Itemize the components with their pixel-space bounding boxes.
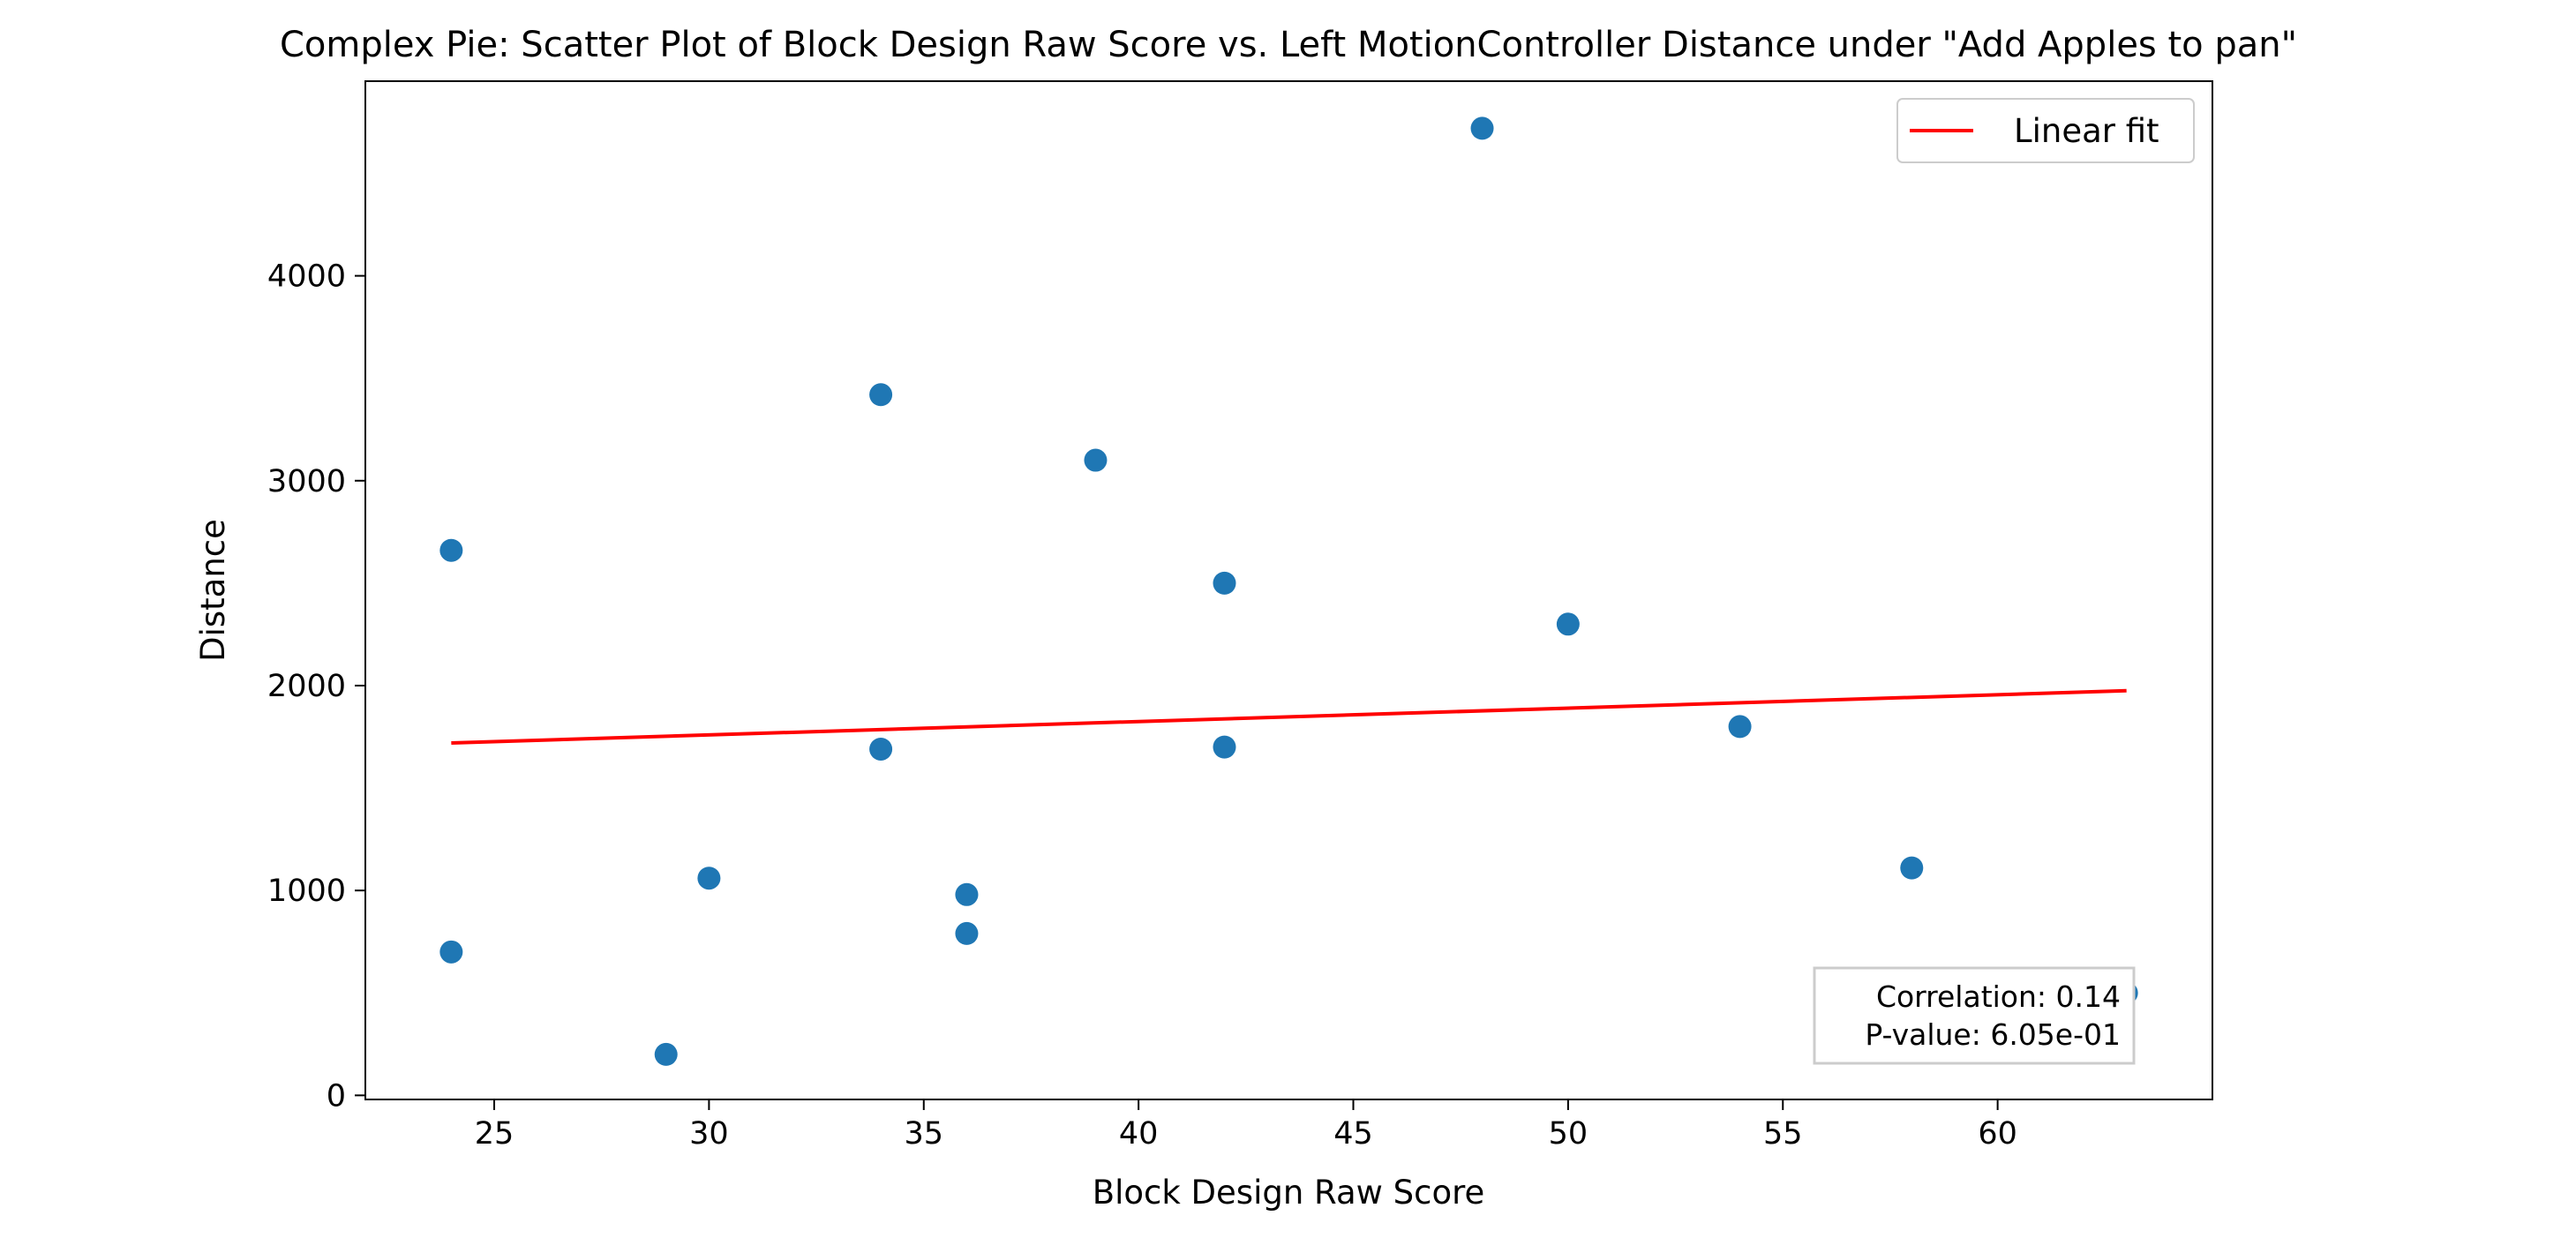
y-tick-label: 4000 xyxy=(267,259,346,295)
stats-annotation-box xyxy=(1813,966,2136,1065)
scatter-point xyxy=(955,921,979,945)
y-tick-label: 2000 xyxy=(267,669,346,704)
x-tick-label: 40 xyxy=(1119,1116,1159,1152)
x-tick-label: 50 xyxy=(1549,1116,1588,1152)
chart-title: Complex Pie: Scatter Plot of Block Desig… xyxy=(280,25,2297,65)
scatter-point xyxy=(1900,856,1924,880)
x-tick-label: 35 xyxy=(904,1116,943,1152)
scatter-point xyxy=(439,538,463,562)
linear-fit-line xyxy=(451,688,2127,745)
scatter-point xyxy=(869,737,893,761)
scatter-point xyxy=(439,940,463,964)
x-tick-label: 60 xyxy=(1978,1116,2017,1152)
fit-line-layer xyxy=(451,688,2127,745)
legend: Linear fit xyxy=(1896,98,2195,163)
y-tick-label: 3000 xyxy=(267,464,346,499)
stats-correlation: Correlation: 0.14 xyxy=(1876,979,2121,1014)
stats-annotation: Correlation: 0.14 P-value: 6.05e-01 xyxy=(1813,966,2136,1065)
scatter-point xyxy=(1728,715,1752,739)
scatter-points-layer xyxy=(439,116,2138,1066)
scatter-point xyxy=(1213,571,1236,595)
stats-p-value: P-value: 6.05e-01 xyxy=(1865,1017,2121,1052)
x-tick-label: 45 xyxy=(1333,1116,1373,1152)
scatter-point xyxy=(654,1042,678,1066)
scatter-point xyxy=(1556,612,1580,636)
scatter-point xyxy=(955,882,979,906)
y-axis-label: Distance xyxy=(194,519,232,662)
scatter-point xyxy=(1470,116,1494,140)
y-tick-label: 0 xyxy=(327,1078,346,1114)
scatter-point xyxy=(1213,735,1236,759)
x-tick-label: 55 xyxy=(1763,1116,1803,1152)
y-tick-label: 1000 xyxy=(267,874,346,909)
scatter-point xyxy=(697,867,721,890)
plot-area xyxy=(364,80,2213,1100)
x-tick-label: 30 xyxy=(689,1116,729,1152)
scatter-point xyxy=(1084,448,1108,472)
x-axis-label: Block Design Raw Score xyxy=(1093,1174,1485,1212)
legend-box xyxy=(1896,98,2195,163)
y-axis-ticks: 0 1000 2000 3000 4000 xyxy=(267,259,365,1114)
scatter-point xyxy=(869,383,893,407)
x-axis-ticks: 25 30 35 40 45 50 55 60 xyxy=(475,1099,2017,1152)
legend-label-linear-fit: Linear fit xyxy=(2014,112,2159,150)
plot-frame xyxy=(364,80,2213,1100)
x-tick-label: 25 xyxy=(475,1116,514,1152)
